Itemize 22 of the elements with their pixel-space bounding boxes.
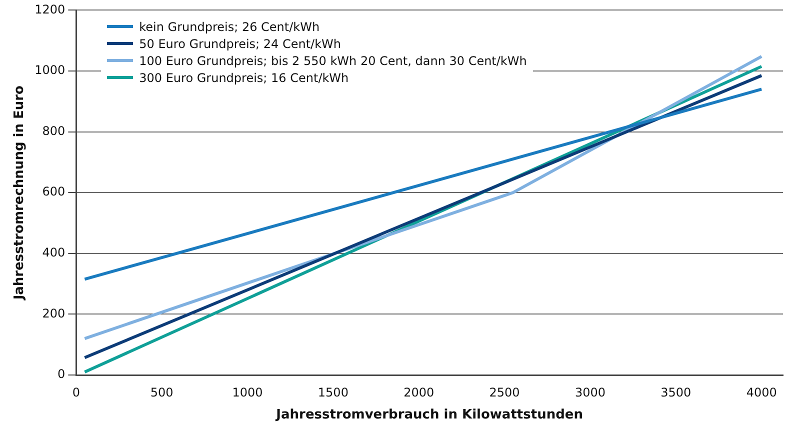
- y-tick-label: 1000: [34, 63, 66, 78]
- x-tick-label: 1500: [318, 385, 348, 400]
- x-tick-label: 0: [72, 385, 80, 400]
- y-tick-label: 800: [42, 124, 66, 138]
- y-tick-label: 600: [42, 184, 66, 199]
- x-tick-label: 2500: [489, 385, 520, 400]
- y-tick-label: 400: [42, 246, 66, 260]
- legend-label: kein Grundpreis; 26 Cent/kWh: [139, 20, 320, 34]
- x-tick-label: 2000: [404, 385, 434, 400]
- x-tick-label: 500: [150, 385, 174, 400]
- x-tick-label: 3000: [574, 385, 606, 400]
- x-tick-label: 3500: [660, 385, 692, 400]
- x-tick-label: 1000: [232, 385, 263, 400]
- x-axis-title: Jahresstromverbrauch in Kilowattstunden: [275, 408, 583, 423]
- y-axis-title: Jahresstromrechnung in Euro: [12, 85, 28, 301]
- y-tick-label: 1200: [34, 2, 66, 16]
- y-tick-label: 0: [58, 367, 66, 382]
- legend-label: 50 Euro Grundpreis; 24 Cent/kWh: [139, 36, 342, 51]
- x-tick-label: 4000: [746, 385, 777, 400]
- legend-label: 300 Euro Grundpreis; 16 Cent/kWh: [139, 70, 349, 85]
- y-tick-label: 200: [42, 306, 66, 320]
- legend-label: 100 Euro Grundpreis; bis 2 550 kWh 20 Cent, dann 30 Cent/kWh: [139, 54, 527, 68]
